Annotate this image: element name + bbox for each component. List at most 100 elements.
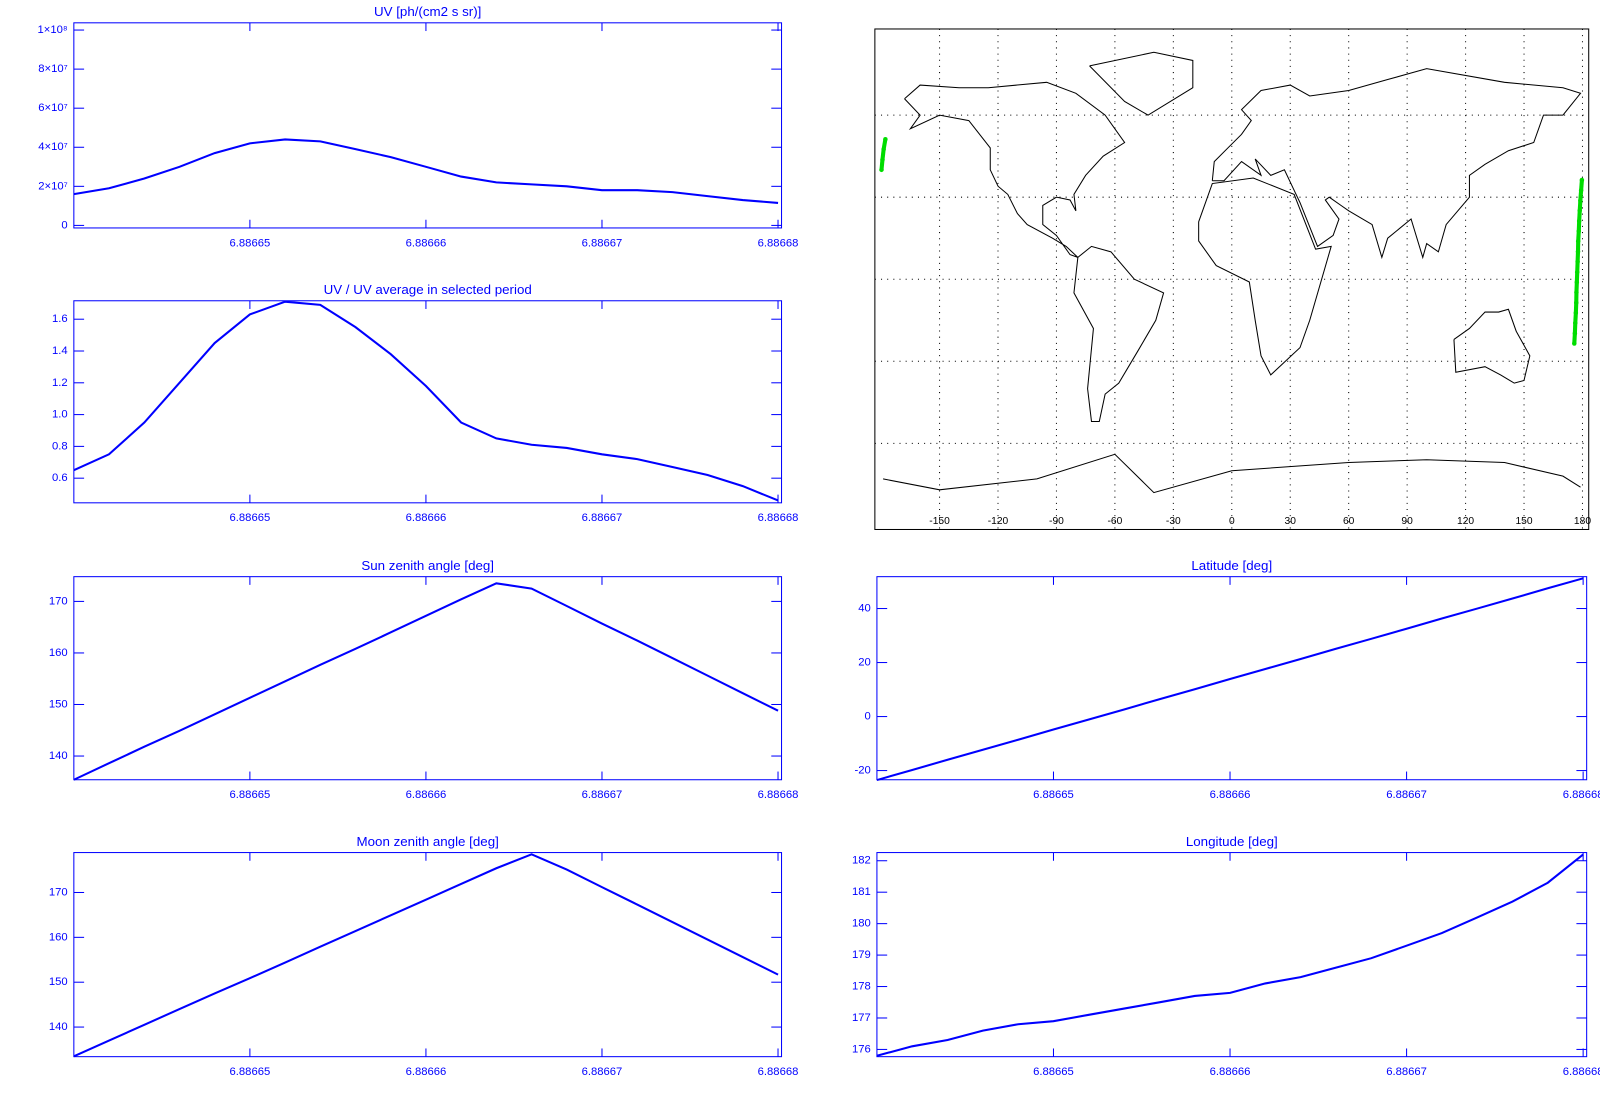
y-tick-label: 1.0 (52, 409, 68, 421)
x-tick-label: 60 (1343, 516, 1355, 527)
y-tick-label: 6×10⁷ (38, 102, 67, 114)
data-line (73, 138, 779, 204)
y-tick-label: 4×10⁷ (38, 141, 67, 153)
y-tick-label: 176 (852, 1043, 871, 1055)
chart-title: UV / UV average in selected period (324, 282, 532, 297)
x-tick-label: 6.88666 (1210, 1066, 1251, 1078)
track-point (1573, 300, 1579, 306)
track-point (1572, 341, 1577, 346)
track-point (1573, 310, 1579, 316)
x-tick-label: 6.88665 (230, 237, 271, 249)
coastline (904, 81, 1126, 258)
track-point (1574, 279, 1580, 285)
x-tick-label: -60 (1107, 516, 1122, 527)
x-tick-label: 6.88665 (1033, 1066, 1074, 1078)
y-tick-label: 2×10⁷ (38, 180, 67, 192)
y-tick-label: 140 (49, 1021, 68, 1033)
track-point (1574, 290, 1579, 295)
x-tick-label: 6.88666 (406, 512, 447, 524)
x-tick-label: 6.88668 (1563, 1066, 1600, 1078)
y-tick-label: 1.2 (52, 377, 68, 389)
y-tick-label: 179 (852, 949, 871, 961)
track-point (1572, 331, 1578, 336)
y-tick-label: 0 (61, 219, 67, 231)
x-tick-label: 6.88667 (582, 1066, 623, 1078)
track-point (1576, 218, 1582, 224)
coastline (1211, 68, 1582, 260)
chart-title: Latitude [deg] (1191, 558, 1272, 573)
track-point (1575, 238, 1581, 244)
y-tick-label: -20 (854, 765, 870, 777)
y-tick-label: 170 (49, 886, 68, 898)
y-tick-label: 181 (852, 886, 871, 898)
track-point (881, 147, 886, 152)
x-tick-label: 6.88667 (1386, 1066, 1427, 1078)
plot-frame (876, 852, 1588, 1058)
x-tick-label: 150 (1515, 516, 1532, 527)
x-tick-label: 6.88668 (758, 789, 799, 801)
track-point (879, 167, 884, 173)
track-point (1575, 249, 1581, 254)
y-tick-label: 1×10⁸ (38, 24, 68, 36)
x-tick-label: 120 (1457, 516, 1474, 527)
track-point (1577, 208, 1583, 213)
track-point (883, 136, 888, 142)
x-tick-label: 6.88667 (582, 512, 623, 524)
x-tick-label: 0 (1229, 516, 1235, 527)
x-tick-label: -30 (1166, 516, 1181, 527)
y-tick-label: 1.6 (52, 313, 68, 325)
x-tick-label: 6.88667 (582, 789, 623, 801)
data-line (73, 853, 779, 1058)
x-tick-label: 6.88668 (1563, 789, 1600, 801)
track-point (1573, 320, 1578, 326)
y-tick-label: 20 (858, 657, 871, 669)
chart-title: Longitude [deg] (1186, 834, 1278, 849)
y-tick-label: 0.8 (52, 440, 68, 452)
track-point (1578, 188, 1584, 193)
y-tick-label: 8×10⁷ (38, 63, 67, 75)
track-point (1575, 259, 1580, 264)
track-point (1574, 269, 1580, 275)
chart-title: Sun zenith angle [deg] (361, 558, 494, 573)
x-tick-label: 6.88666 (1210, 789, 1251, 801)
track-point (1576, 228, 1582, 234)
x-tick-label: 6.88668 (758, 512, 799, 524)
coastline (1089, 51, 1194, 116)
x-tick-label: 6.88665 (1033, 789, 1074, 801)
chart-title: UV [ph/(cm2 s sr)] (374, 4, 481, 19)
y-tick-label: 170 (49, 595, 68, 607)
track-point (1578, 198, 1583, 203)
x-tick-label: 6.88665 (230, 789, 271, 801)
data-line (73, 582, 779, 781)
y-tick-label: 1.4 (52, 345, 68, 357)
track-point (880, 157, 885, 162)
y-tick-label: 177 (852, 1012, 871, 1024)
x-tick-label: 6.88666 (406, 1066, 447, 1078)
coastline (1198, 177, 1332, 376)
y-tick-label: 140 (49, 750, 68, 762)
coastline (1453, 308, 1531, 384)
x-tick-label: 6.88666 (406, 789, 447, 801)
x-tick-label: -150 (929, 516, 950, 527)
data-line (73, 300, 779, 502)
x-tick-label: 6.88666 (406, 237, 447, 249)
chart-title: Moon zenith angle [deg] (357, 834, 499, 849)
plot-frame (876, 576, 1588, 781)
y-tick-label: 178 (852, 981, 871, 993)
y-tick-label: 0.6 (52, 472, 68, 484)
x-tick-label: 6.88668 (758, 237, 799, 249)
coastline (882, 453, 1581, 494)
y-tick-label: 150 (49, 698, 68, 710)
x-tick-label: 6.88668 (758, 1066, 799, 1078)
x-tick-label: 6.88665 (230, 1066, 271, 1078)
plot-frame (73, 576, 783, 781)
plot-frame (73, 22, 783, 229)
x-tick-label: 6.88665 (230, 512, 271, 524)
x-tick-label: 6.88667 (1386, 789, 1427, 801)
y-tick-label: 182 (852, 855, 871, 867)
data-line (876, 853, 1584, 1057)
x-tick-label: 90 (1401, 516, 1413, 527)
x-tick-label: 30 (1285, 516, 1297, 527)
y-tick-label: 40 (858, 603, 871, 615)
